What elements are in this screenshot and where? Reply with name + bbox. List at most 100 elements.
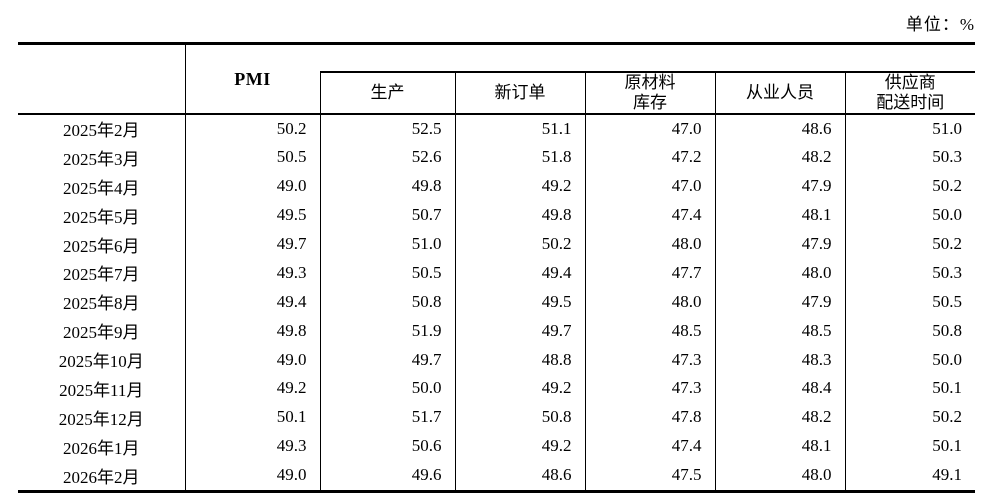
value-cell: 49.7 — [319, 345, 455, 375]
header-line: 从业人员 — [746, 83, 814, 102]
value-cell: 50.5 — [319, 258, 455, 288]
value-cell: 47.7 — [584, 258, 715, 288]
value-cell: 47.2 — [584, 142, 715, 172]
table-row: 2025年7月 49.3 50.5 49.4 47.7 48.0 50.3 — [18, 258, 975, 288]
table-row: 2025年3月 50.5 52.6 51.8 47.2 48.2 50.3 — [18, 142, 975, 172]
value-cell: 49.8 — [319, 171, 455, 201]
value-cell: 50.2 — [844, 171, 975, 201]
value-cell: 50.8 — [319, 287, 455, 317]
pmi-table: PMI 生产 新订单 原材料 库存 — [18, 42, 975, 493]
value-cell: 50.0 — [319, 374, 455, 403]
value-cell: 47.9 — [714, 229, 845, 259]
value-cell: 49.8 — [184, 316, 320, 346]
period-cell: 2025年3月 — [63, 149, 140, 169]
value-cell: 50.2 — [844, 402, 975, 432]
unit-label: 单位：% — [905, 15, 975, 34]
header-line: 生产 — [370, 83, 405, 102]
value-cell: 49.4 — [454, 258, 585, 288]
column-header-raw-materials-inventory: 原材料 库存 — [584, 72, 715, 115]
value-cell: 49.5 — [454, 287, 585, 317]
value-cell: 48.6 — [714, 114, 845, 143]
value-cell: 50.7 — [319, 200, 455, 230]
value-cell: 52.6 — [319, 142, 455, 172]
period-cell: 2025年11月 — [59, 380, 144, 400]
value-cell: 49.7 — [454, 316, 585, 346]
value-cell: 49.1 — [844, 460, 975, 490]
value-cell: 48.2 — [714, 402, 845, 432]
value-cell: 48.8 — [454, 345, 585, 375]
value-cell: 50.3 — [844, 142, 975, 172]
period-cell: 2025年10月 — [58, 352, 144, 372]
value-cell: 48.0 — [584, 229, 715, 259]
table-row: 2025年4月 49.0 49.8 49.2 47.0 47.9 50.2 — [18, 171, 975, 201]
period-cell: 2025年7月 — [63, 265, 140, 285]
table-row: 2025年5月 49.5 50.7 49.8 47.4 48.1 50.0 — [18, 200, 975, 230]
value-cell: 49.2 — [454, 171, 585, 201]
value-cell: 49.3 — [184, 431, 320, 461]
value-cell: 48.0 — [714, 460, 845, 490]
period-cell: 2025年5月 — [63, 207, 140, 227]
period-cell: 2025年4月 — [63, 178, 140, 198]
value-cell: 52.5 — [319, 114, 455, 143]
value-cell: 47.5 — [584, 460, 715, 490]
value-cell: 50.2 — [184, 114, 320, 143]
value-cell: 49.8 — [454, 200, 585, 230]
value-cell: 51.8 — [454, 142, 585, 172]
value-cell: 48.2 — [714, 142, 845, 172]
value-cell: 49.0 — [184, 345, 320, 375]
period-cell: 2026年1月 — [63, 438, 140, 458]
column-header-employment: 从业人员 — [714, 72, 845, 115]
period-header-cell — [18, 45, 186, 115]
table-row: 2025年2月 50.2 52.5 51.1 47.0 48.6 51.0 — [18, 114, 975, 143]
value-cell: 47.4 — [584, 200, 715, 230]
value-cell: 47.3 — [584, 374, 715, 403]
value-cell: 50.3 — [844, 258, 975, 288]
period-cell: 2025年8月 — [63, 294, 140, 314]
value-cell: 48.0 — [584, 287, 715, 317]
table-header: PMI 生产 新订单 原材料 库存 — [18, 45, 975, 115]
value-cell: 48.1 — [714, 431, 845, 461]
value-cell: 49.0 — [184, 460, 320, 490]
value-cell: 50.5 — [184, 142, 320, 172]
header-line: 配送时间 — [876, 93, 945, 112]
value-cell: 50.0 — [844, 200, 975, 230]
period-cell: 2025年9月 — [63, 323, 140, 343]
value-cell: 51.0 — [844, 114, 975, 143]
value-cell: 48.0 — [714, 258, 845, 288]
table-row: 2025年6月 49.7 51.0 50.2 48.0 47.9 50.2 — [18, 229, 975, 259]
value-cell: 47.0 — [584, 114, 715, 143]
header-line: 库存 — [633, 93, 667, 112]
value-cell: 49.4 — [184, 287, 320, 317]
value-cell: 48.5 — [584, 316, 715, 346]
value-cell: 50.1 — [184, 402, 320, 432]
value-cell: 47.3 — [584, 345, 715, 375]
column-header-pmi: PMI — [185, 45, 320, 115]
value-cell: 50.8 — [454, 402, 585, 432]
value-cell: 47.9 — [714, 171, 845, 201]
value-cell: 50.5 — [844, 287, 975, 317]
value-cell: 48.1 — [714, 200, 845, 230]
value-cell: 50.1 — [844, 431, 975, 461]
value-cell: 51.0 — [319, 229, 455, 259]
header-line: 新订单 — [494, 83, 546, 102]
table-body: 2025年2月 50.2 52.5 51.1 47.0 48.6 51.0 2025年3月 50… — [18, 114, 975, 490]
period-cell: 2026年2月 — [63, 467, 140, 487]
value-cell: 50.2 — [844, 229, 975, 259]
value-cell: 48.5 — [714, 316, 845, 346]
value-cell: 50.6 — [319, 431, 455, 461]
value-cell: 49.6 — [319, 460, 455, 490]
value-cell: 50.2 — [454, 229, 585, 259]
period-cell: 2025年2月 — [63, 121, 140, 141]
value-cell: 47.0 — [584, 171, 715, 201]
value-cell: 49.2 — [184, 374, 320, 403]
pmi-data-table: PMI 生产 新订单 原材料 库存 — [18, 45, 975, 490]
value-cell: 50.0 — [844, 345, 975, 375]
value-cell: 49.2 — [454, 374, 585, 403]
value-cell: 48.6 — [454, 460, 585, 490]
value-cell: 49.7 — [184, 229, 320, 259]
value-cell: 48.3 — [714, 345, 845, 375]
value-cell: 50.8 — [844, 316, 975, 346]
table-row: 2025年11月 49.2 50.0 49.2 47.3 48.4 50.1 — [18, 374, 975, 403]
column-header-production: 生产 — [319, 72, 455, 115]
value-cell: 49.5 — [184, 200, 320, 230]
